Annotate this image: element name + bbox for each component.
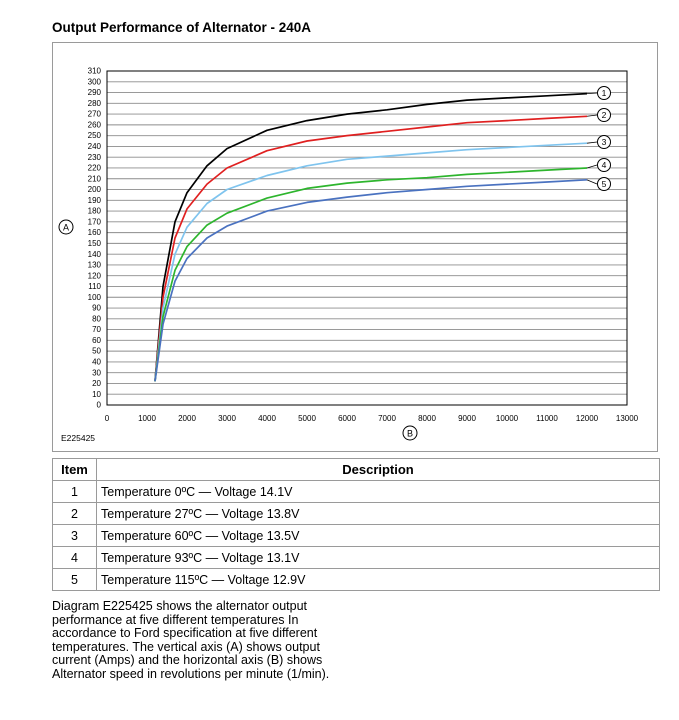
item-number: 5 bbox=[52, 568, 97, 591]
item-description: Temperature 27ºC — Voltage 13.8V bbox=[96, 502, 660, 525]
y-tick-label: 20 bbox=[92, 379, 101, 388]
x-tick-label: 13000 bbox=[616, 414, 639, 423]
series-line-3 bbox=[154, 142, 588, 382]
item-description: Temperature 60ºC — Voltage 13.5V bbox=[96, 524, 660, 547]
table-header-row: Item Description bbox=[52, 458, 660, 481]
table-row: 4 Temperature 93ºC — Voltage 13.1V bbox=[52, 546, 660, 569]
y-tick-label: 210 bbox=[88, 174, 102, 183]
x-tick-label: 0 bbox=[105, 414, 110, 423]
series-leader-line bbox=[586, 92, 598, 95]
y-tick-label: 0 bbox=[97, 401, 102, 410]
y-tick-label: 270 bbox=[88, 110, 102, 119]
x-tick-label: 4000 bbox=[258, 414, 276, 423]
figure-code: E225425 bbox=[61, 433, 95, 443]
y-tick-label: 40 bbox=[92, 358, 101, 367]
x-tick-label: 8000 bbox=[418, 414, 436, 423]
series-callout-circle bbox=[597, 158, 611, 172]
table-row: 5 Temperature 115ºC — Voltage 12.9V bbox=[52, 568, 660, 591]
axis-b-callout-circle bbox=[402, 425, 418, 441]
plot-frame bbox=[106, 70, 628, 406]
x-tick-label: 12000 bbox=[576, 414, 599, 423]
series-leader-line bbox=[586, 114, 598, 117]
item-description: Temperature 93ºC — Voltage 13.1V bbox=[96, 546, 660, 569]
series-callout-label: 1 bbox=[602, 88, 607, 98]
y-tick-label: 280 bbox=[88, 99, 102, 108]
y-tick-label: 110 bbox=[88, 282, 101, 291]
series-line-5 bbox=[154, 178, 588, 382]
series-callout-label: 2 bbox=[602, 110, 607, 120]
y-tick-label: 10 bbox=[92, 390, 101, 399]
x-tick-label: 3000 bbox=[218, 414, 236, 423]
plot-area bbox=[107, 71, 627, 405]
series-line-2 bbox=[154, 115, 588, 382]
y-tick-label: 180 bbox=[88, 207, 102, 216]
item-description: Temperature 115ºC — Voltage 12.9V bbox=[96, 568, 660, 591]
x-tick-label: 2000 bbox=[178, 414, 196, 423]
y-tick-label: 60 bbox=[92, 336, 101, 345]
x-tick-label: 1000 bbox=[138, 414, 156, 423]
series-callout-circle bbox=[597, 135, 611, 149]
y-tick-label: 220 bbox=[88, 164, 102, 173]
header-item: Item bbox=[52, 458, 97, 481]
x-tick-label: 9000 bbox=[458, 414, 476, 423]
y-tick-label: 90 bbox=[92, 304, 101, 313]
series-line-1 bbox=[154, 92, 588, 382]
y-tick-label: 260 bbox=[88, 120, 102, 129]
series-leader-line bbox=[586, 141, 598, 144]
x-tick-label: 10000 bbox=[496, 414, 519, 423]
x-tick-label: 7000 bbox=[378, 414, 396, 423]
series-callout-circle bbox=[597, 86, 611, 100]
item-description: Temperature 0ºC — Voltage 14.1V bbox=[96, 480, 660, 503]
table-row: 2 Temperature 27ºC — Voltage 13.8V bbox=[52, 502, 660, 525]
y-tick-label: 140 bbox=[88, 250, 102, 259]
y-tick-label: 30 bbox=[92, 368, 101, 377]
y-tick-label: 250 bbox=[88, 131, 102, 140]
chart-figure: 0 10 20 30 40 50 60 70 80 90 100 110 120 130 140 150 160… bbox=[52, 42, 658, 452]
axis-b-callout: B bbox=[407, 429, 413, 439]
y-tick-label: 80 bbox=[92, 314, 101, 323]
item-table: Item Description 1 Temperature 0ºC — Vol… bbox=[52, 458, 660, 591]
y-tick-label: 130 bbox=[88, 261, 102, 270]
series-callout-label: 5 bbox=[602, 179, 607, 189]
series-callout-circle bbox=[597, 177, 611, 191]
item-number: 4 bbox=[52, 546, 97, 569]
series-callout-label: 3 bbox=[602, 137, 607, 147]
y-tick-label: 120 bbox=[88, 271, 102, 280]
x-tick-label: 6000 bbox=[338, 414, 356, 423]
y-tick-label: 50 bbox=[92, 347, 101, 356]
series-leader-line bbox=[586, 179, 598, 185]
y-tick-label: 170 bbox=[88, 217, 102, 226]
y-tick-label: 150 bbox=[88, 239, 102, 248]
x-tick-label: 5000 bbox=[298, 414, 316, 423]
series-leader-line bbox=[586, 164, 598, 169]
item-number: 3 bbox=[52, 524, 97, 547]
axis-a-callout-circle bbox=[58, 219, 74, 235]
figure-description: Diagram E225425 shows the alternator out… bbox=[52, 599, 330, 681]
series-callout-label: 4 bbox=[602, 160, 607, 170]
y-tick-label: 240 bbox=[88, 142, 102, 151]
page-title: Output Performance of Alternator - 240A bbox=[52, 20, 312, 35]
header-description: Description bbox=[96, 458, 660, 481]
table-row: 1 Temperature 0ºC — Voltage 14.1V bbox=[52, 480, 660, 503]
y-tick-label: 100 bbox=[88, 293, 102, 302]
y-tick-label: 190 bbox=[88, 196, 102, 205]
y-tick-label: 230 bbox=[88, 153, 102, 162]
y-tick-label: 300 bbox=[88, 77, 102, 86]
y-tick-label: 310 bbox=[88, 67, 102, 76]
y-tick-label: 290 bbox=[88, 88, 102, 97]
x-tick-label: 11000 bbox=[536, 414, 558, 423]
series-line-4 bbox=[154, 167, 588, 382]
alternator-chart: 0102030405060708090100110120130140150160… bbox=[58, 67, 639, 443]
table-row: 3 Temperature 60ºC — Voltage 13.5V bbox=[52, 524, 660, 547]
y-tick-label: 70 bbox=[92, 325, 101, 334]
y-tick-label: 200 bbox=[88, 185, 102, 194]
series-callout-circle bbox=[597, 108, 611, 122]
item-number: 2 bbox=[52, 502, 97, 525]
axis-a-callout: A bbox=[63, 223, 69, 233]
y-tick-label: 160 bbox=[88, 228, 102, 237]
item-number: 1 bbox=[52, 480, 97, 503]
